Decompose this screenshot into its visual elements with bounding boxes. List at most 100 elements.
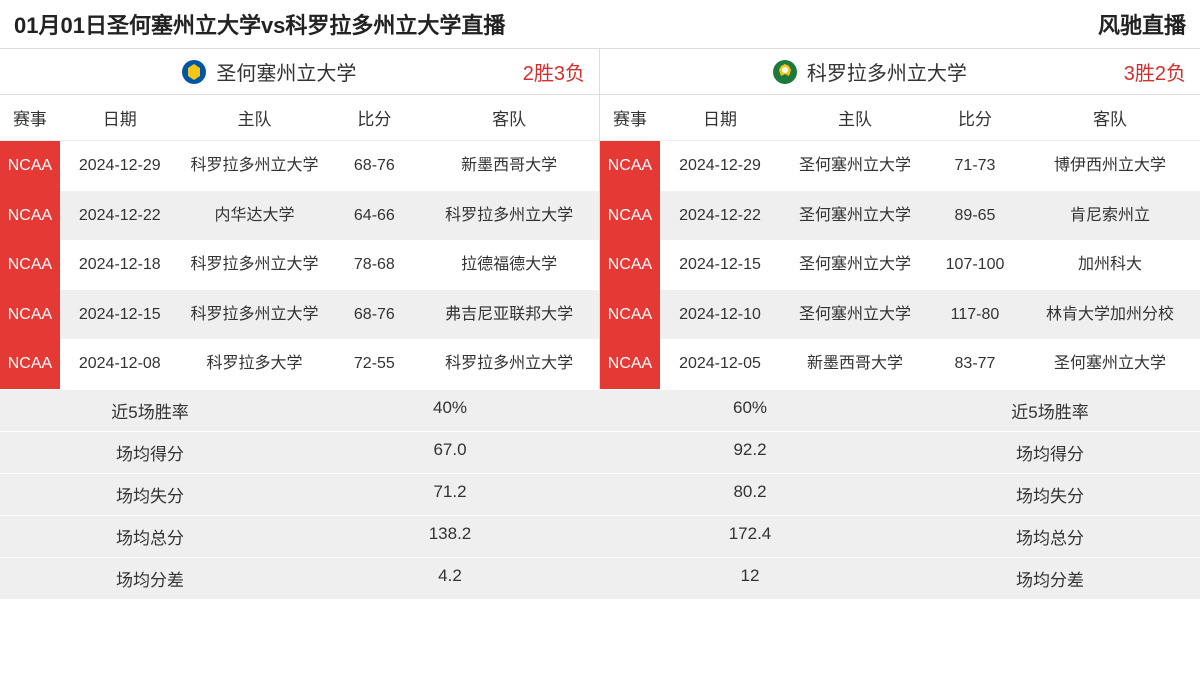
table-row: NCAA2024-12-29圣何塞州立大学71-73博伊西州立大学 [600, 141, 1200, 191]
tables-container: 赛事 日期 主队 比分 客队 NCAA2024-12-29科罗拉多州立大学68-… [0, 95, 1200, 389]
stats-label: 场均得分 [0, 432, 300, 473]
team-name-left: 圣何塞州立大学 [216, 57, 356, 86]
col-league: 赛事 [600, 95, 660, 141]
score-cell: 117-80 [930, 290, 1020, 340]
stats-value-right: 12 [600, 558, 900, 599]
home-cell: 圣何塞州立大学 [780, 290, 930, 340]
score-cell: 64-66 [329, 191, 419, 241]
table-row: NCAA2024-12-18科罗拉多州立大学78-68拉德福德大学 [0, 240, 599, 290]
score-cell: 71-73 [930, 141, 1020, 191]
team-record-right: 3胜2负 [1124, 57, 1186, 86]
stats-label: 场均分差 [0, 558, 300, 599]
league-cell: NCAA [600, 191, 660, 241]
table-header-row: 赛事 日期 主队 比分 客队 [600, 95, 1200, 141]
score-cell: 72-55 [329, 339, 419, 389]
home-cell: 圣何塞州立大学 [780, 191, 930, 241]
date-cell: 2024-12-22 [660, 191, 780, 241]
team-header-left: 圣何塞州立大学 2胜3负 [0, 49, 600, 95]
date-cell: 2024-12-15 [660, 240, 780, 290]
table-header-row: 赛事 日期 主队 比分 客队 [0, 95, 599, 141]
stats-value-left: 71.2 [300, 474, 600, 515]
home-cell: 科罗拉多州立大学 [180, 290, 330, 340]
team-headers: 圣何塞州立大学 2胜3负 科罗拉多州立大学 3胜2负 [0, 49, 1200, 95]
team-header-right: 科罗拉多州立大学 3胜2负 [600, 49, 1200, 95]
home-cell: 内华达大学 [180, 191, 330, 241]
col-home: 主队 [780, 95, 930, 141]
table-row: NCAA2024-12-10圣何塞州立大学117-80林肯大学加州分校 [600, 290, 1200, 340]
table-row: NCAA2024-12-29科罗拉多州立大学68-76新墨西哥大学 [0, 141, 599, 191]
stats-value-left: 40% [300, 390, 600, 431]
score-cell: 107-100 [930, 240, 1020, 290]
date-cell: 2024-12-05 [660, 339, 780, 389]
page-title: 01月01日圣何塞州立大学vs科罗拉多州立大学直播 [14, 8, 505, 40]
home-cell: 圣何塞州立大学 [780, 141, 930, 191]
league-cell: NCAA [600, 339, 660, 389]
table-row: NCAA2024-12-15科罗拉多州立大学68-76弗吉尼亚联邦大学 [0, 290, 599, 340]
stats-value-left: 138.2 [300, 516, 600, 557]
col-score: 比分 [329, 95, 419, 141]
brand-name: 风驰直播 [1098, 8, 1186, 40]
stats-row-avgscore: 场均得分 67.0 92.2 场均得分 [0, 431, 1200, 473]
stats-label: 场均失分 [0, 474, 300, 515]
date-cell: 2024-12-29 [660, 141, 780, 191]
table-row: NCAA2024-12-05新墨西哥大学83-77圣何塞州立大学 [600, 339, 1200, 389]
games-table-left: 赛事 日期 主队 比分 客队 NCAA2024-12-29科罗拉多州立大学68-… [0, 95, 599, 389]
table-row: NCAA2024-12-22内华达大学64-66科罗拉多州立大学 [0, 191, 599, 241]
league-cell: NCAA [0, 290, 60, 340]
col-date: 日期 [60, 95, 180, 141]
home-cell: 新墨西哥大学 [780, 339, 930, 389]
league-cell: NCAA [0, 339, 60, 389]
home-cell: 科罗拉多州立大学 [180, 240, 330, 290]
home-cell: 科罗拉多州立大学 [180, 141, 330, 191]
table-row: NCAA2024-12-15圣何塞州立大学107-100加州科大 [600, 240, 1200, 290]
stats-label: 场均总分 [900, 516, 1200, 557]
team-logo-right-icon [771, 58, 799, 86]
score-cell: 68-76 [329, 141, 419, 191]
league-cell: NCAA [0, 191, 60, 241]
games-table-right: 赛事 日期 主队 比分 客队 NCAA2024-12-29圣何塞州立大学71-7… [600, 95, 1200, 389]
away-cell: 新墨西哥大学 [419, 141, 599, 191]
stats-value-left: 67.0 [300, 432, 600, 473]
team-name-right: 科罗拉多州立大学 [807, 57, 967, 86]
away-cell: 博伊西州立大学 [1020, 141, 1200, 191]
stats-label: 近5场胜率 [0, 390, 300, 431]
date-cell: 2024-12-08 [60, 339, 180, 389]
stats-value-left: 4.2 [300, 558, 600, 599]
league-cell: NCAA [600, 240, 660, 290]
away-cell: 拉德福德大学 [419, 240, 599, 290]
date-cell: 2024-12-29 [60, 141, 180, 191]
league-cell: NCAA [0, 240, 60, 290]
stats-section: 近5场胜率 40% 60% 近5场胜率 场均得分 67.0 92.2 场均得分 … [0, 389, 1200, 599]
stats-row-avgconcede: 场均失分 71.2 80.2 场均失分 [0, 473, 1200, 515]
stats-row-avgtotal: 场均总分 138.2 172.4 场均总分 [0, 515, 1200, 557]
stats-value-right: 172.4 [600, 516, 900, 557]
score-cell: 68-76 [329, 290, 419, 340]
date-cell: 2024-12-10 [660, 290, 780, 340]
away-cell: 科罗拉多州立大学 [419, 339, 599, 389]
stats-value-right: 60% [600, 390, 900, 431]
away-cell: 圣何塞州立大学 [1020, 339, 1200, 389]
table-row: NCAA2024-12-08科罗拉多大学72-55科罗拉多州立大学 [0, 339, 599, 389]
home-cell: 圣何塞州立大学 [780, 240, 930, 290]
stats-label: 场均总分 [0, 516, 300, 557]
away-cell: 肯尼索州立 [1020, 191, 1200, 241]
away-cell: 加州科大 [1020, 240, 1200, 290]
date-cell: 2024-12-15 [60, 290, 180, 340]
col-date: 日期 [660, 95, 780, 141]
col-league: 赛事 [0, 95, 60, 141]
league-cell: NCAA [0, 141, 60, 191]
table-row: NCAA2024-12-22圣何塞州立大学89-65肯尼索州立 [600, 191, 1200, 241]
stats-label: 近5场胜率 [900, 390, 1200, 431]
away-cell: 弗吉尼亚联邦大学 [419, 290, 599, 340]
team-record-left: 2胜3负 [523, 57, 585, 86]
page-header: 01月01日圣何塞州立大学vs科罗拉多州立大学直播 风驰直播 [0, 0, 1200, 49]
team-name-left-wrap: 圣何塞州立大学 [14, 57, 523, 86]
team-name-right-wrap: 科罗拉多州立大学 [614, 57, 1124, 86]
date-cell: 2024-12-22 [60, 191, 180, 241]
league-cell: NCAA [600, 290, 660, 340]
stats-label: 场均得分 [900, 432, 1200, 473]
col-home: 主队 [180, 95, 330, 141]
stats-value-right: 80.2 [600, 474, 900, 515]
col-away: 客队 [419, 95, 599, 141]
score-cell: 78-68 [329, 240, 419, 290]
